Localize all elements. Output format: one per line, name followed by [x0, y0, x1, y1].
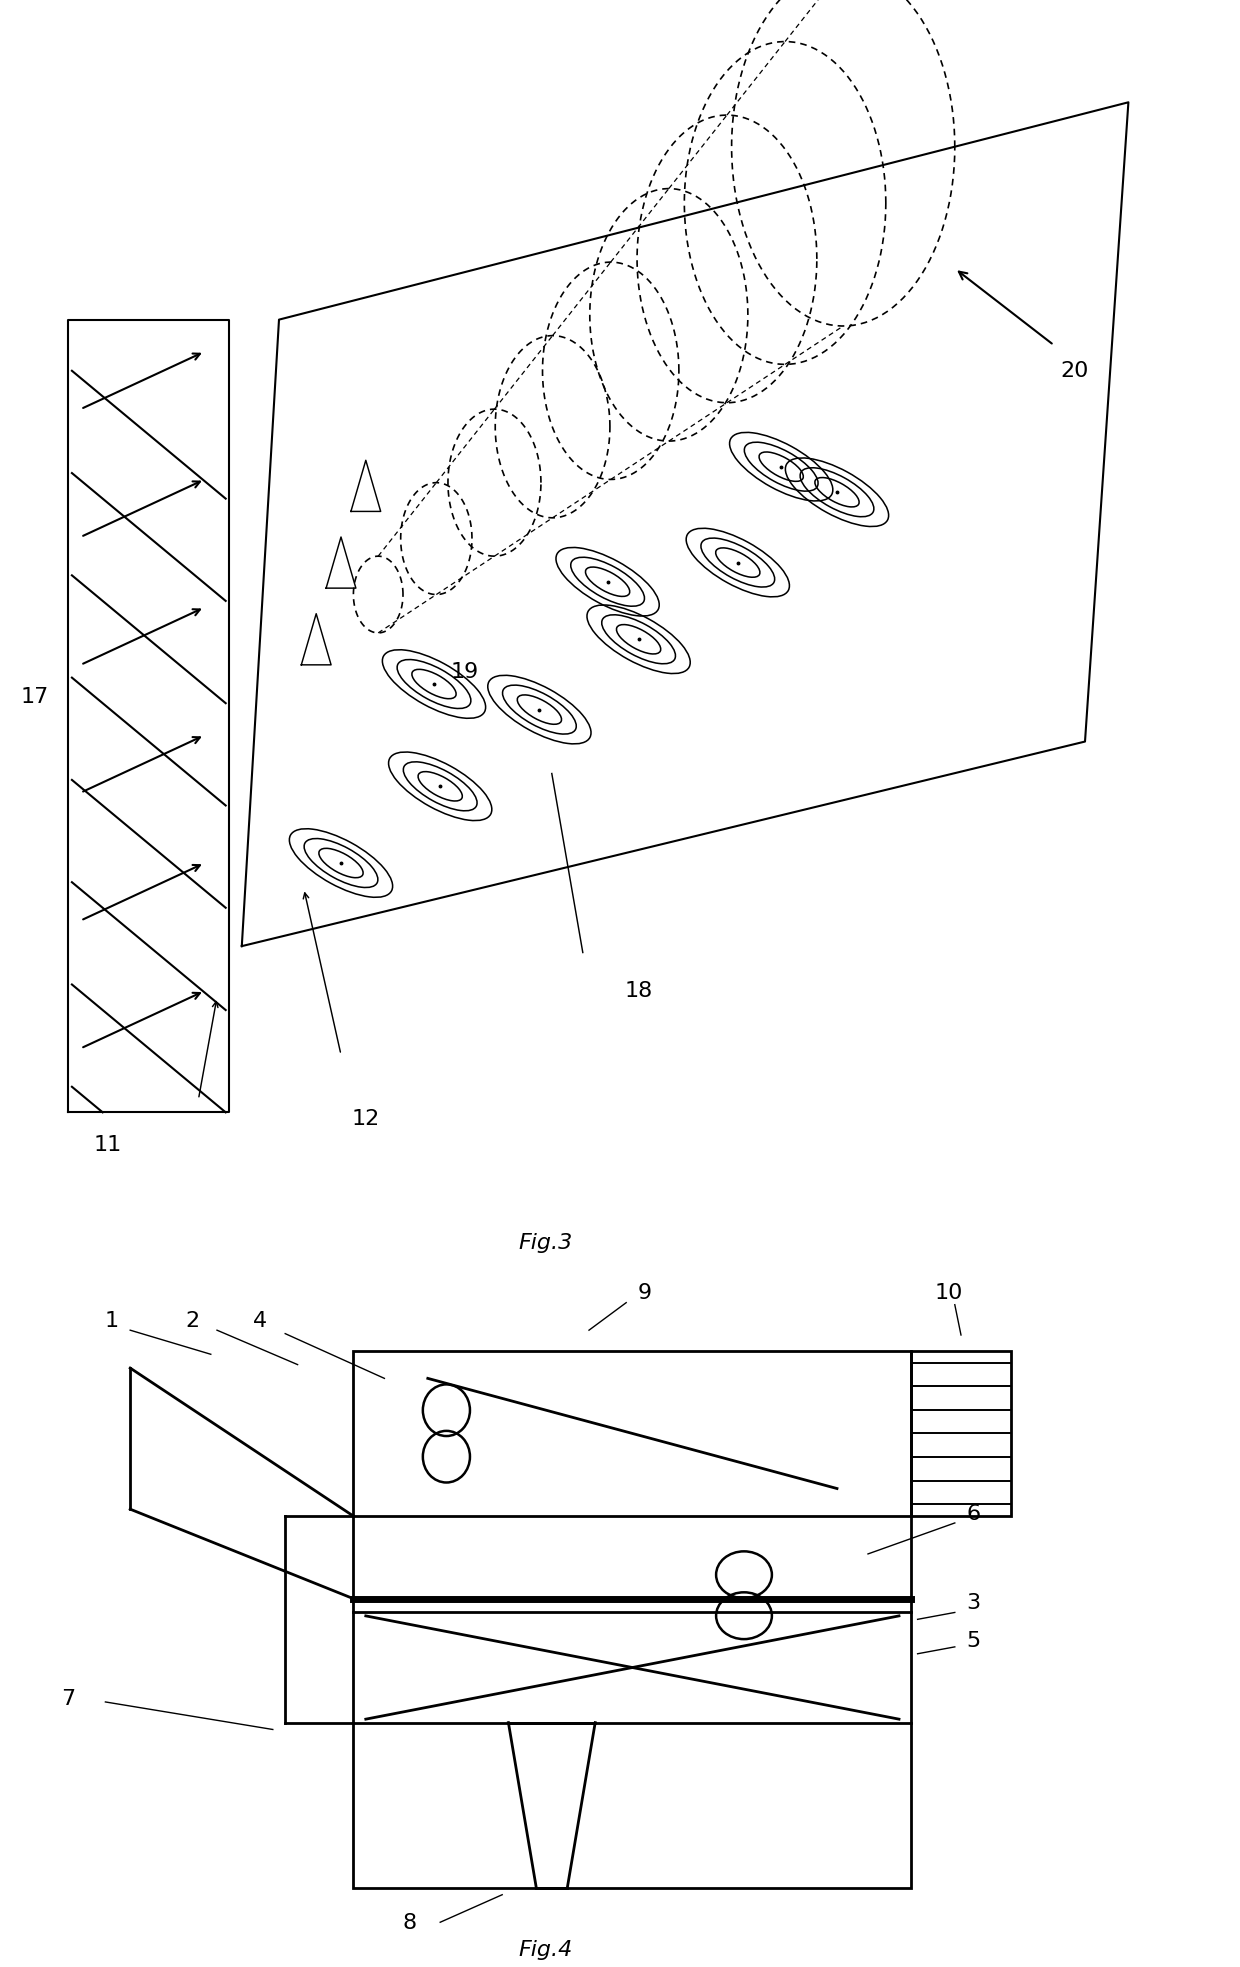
Text: 3: 3	[966, 1593, 981, 1613]
Text: 17: 17	[21, 686, 48, 708]
Text: 4: 4	[253, 1310, 268, 1332]
Text: 9: 9	[637, 1282, 652, 1304]
Text: 18: 18	[625, 982, 652, 1001]
Text: 1: 1	[104, 1310, 119, 1332]
Text: 6: 6	[966, 1503, 981, 1524]
Text: 10: 10	[935, 1282, 962, 1304]
Text: 8: 8	[402, 1914, 417, 1934]
Text: 5: 5	[966, 1631, 981, 1650]
Text: 12: 12	[352, 1109, 379, 1129]
Text: 20: 20	[1060, 362, 1089, 382]
Text: 11: 11	[94, 1135, 122, 1155]
Text: 7: 7	[61, 1690, 76, 1709]
Bar	[911, 1351, 1011, 1517]
Text: 19: 19	[451, 661, 479, 683]
Text: 2: 2	[185, 1310, 200, 1332]
Text: Fig.3: Fig.3	[518, 1233, 573, 1253]
Bar	[353, 1351, 911, 1888]
Text: Fig.4: Fig.4	[518, 1939, 573, 1959]
